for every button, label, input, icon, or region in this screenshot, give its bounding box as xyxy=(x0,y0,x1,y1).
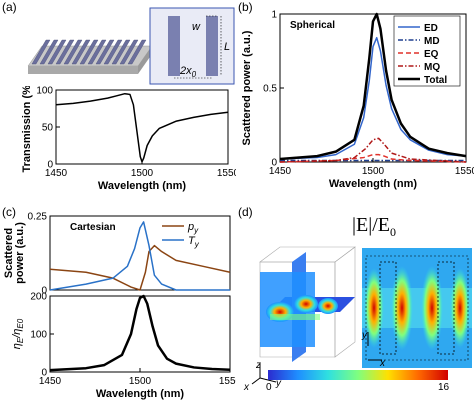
y-axis-label-b: Scattered power (a.u.) xyxy=(241,30,253,145)
axis2d-x: x xyxy=(380,358,385,369)
y-axis-label-a: Transmission (%) xyxy=(21,86,33,173)
panel-label-c: (c) xyxy=(2,205,16,219)
chart-cartesian-scattering: 0 0.25 Scattered power (a.u.) Cartesian 1450 1… xyxy=(3,212,236,401)
grating-3d-render xyxy=(27,39,153,74)
x-axis-label-a: Wavelength (nm) xyxy=(98,180,187,192)
colorbar xyxy=(268,370,448,380)
legend-label-c-p: py xyxy=(187,221,199,235)
panel-label-b: (b) xyxy=(238,0,253,14)
y-tick-label-a: 0 xyxy=(47,160,53,171)
series-line-c-top-t xyxy=(49,221,230,291)
y-tick-label-c-top: 0.25 xyxy=(28,212,48,223)
series-line-b-total xyxy=(279,12,467,161)
plot-frame-c-bottom xyxy=(49,295,231,373)
x-axis-label-b: Wavelength (nm) xyxy=(329,178,418,190)
plot-frame-a xyxy=(55,89,229,165)
colorbar-max-label: 16 xyxy=(438,382,450,393)
axes3d-arrows xyxy=(251,364,277,385)
field-map-panel: |E|/E0 z x y xyxy=(240,212,474,406)
legend-label-md: MD xyxy=(424,36,440,47)
axis3d-z: z xyxy=(256,360,261,371)
y-tick-label-a: 100 xyxy=(36,86,53,97)
axis3d-x: x xyxy=(244,382,249,393)
y-tick-label-b: 1 xyxy=(271,10,277,21)
series-line-b-mq xyxy=(279,137,467,163)
annotation-b: Spherical xyxy=(290,20,335,31)
legend-label-ed: ED xyxy=(424,23,438,34)
x-tick-label-a: 1450 xyxy=(45,168,68,179)
y-tick-label-b: 0 xyxy=(271,158,277,169)
series-line-c-bottom-0 xyxy=(49,294,231,372)
y-axis-label-c-top: Scattered xyxy=(3,228,15,278)
axis2d-y: y xyxy=(362,330,367,341)
legend-label-mq: MQ xyxy=(424,62,440,73)
inset-label-L: L xyxy=(224,41,230,53)
y-tick-label-c-top: 0 xyxy=(41,286,47,297)
y-tick-label-c-bottom: 100 xyxy=(30,330,47,341)
series-line-c-top-p xyxy=(49,244,231,291)
x-axis-label-c-bottom: Wavelength (nm) xyxy=(96,388,185,400)
field-3d-render xyxy=(259,246,356,362)
field-map-title: |E|/E0 xyxy=(352,214,396,239)
panel-label-a: (a) xyxy=(2,0,17,14)
y-axis-label-c-top: power (a.u.) xyxy=(14,222,26,284)
y-tick-label-a: 50 xyxy=(42,123,54,134)
axis3d-y: y xyxy=(276,378,281,389)
annotation-c-top: Cartesian xyxy=(70,222,116,233)
x-tick-label-b: 1450 xyxy=(269,166,292,177)
series-line-a-0 xyxy=(55,92,229,163)
y-tick-label-b: 0.5 xyxy=(263,84,277,95)
unit-cell-inset: w L 2x0 xyxy=(149,7,235,85)
x-tick-label-a: 1500 xyxy=(131,168,154,179)
x-tick-label-c-bottom: 1450 xyxy=(39,376,62,387)
y-tick-label-c-bottom: 0 xyxy=(41,368,47,379)
legend-label-total: Total xyxy=(424,75,447,86)
panel-label-d: (d) xyxy=(238,205,253,219)
series-line-b-ed xyxy=(279,36,467,160)
y-axis-label-c-bottom: ηE/ηE0 xyxy=(11,318,25,349)
legend-label-c-t: Ty xyxy=(188,235,200,249)
inset-label-w: w xyxy=(192,21,201,33)
grating-illustration: w L 2x0 xyxy=(27,7,235,85)
x-tick-label-c-bottom: 1500 xyxy=(129,376,152,387)
legend-label-eq: EQ xyxy=(424,49,439,60)
inset-label-2x0: 2x0 xyxy=(179,65,197,79)
field-2d-map xyxy=(362,248,472,368)
x-tick-label-b: 1500 xyxy=(362,166,385,177)
y-tick-label-c-bottom: 200 xyxy=(30,292,47,303)
colorbar-min-label: 0 xyxy=(266,382,272,393)
